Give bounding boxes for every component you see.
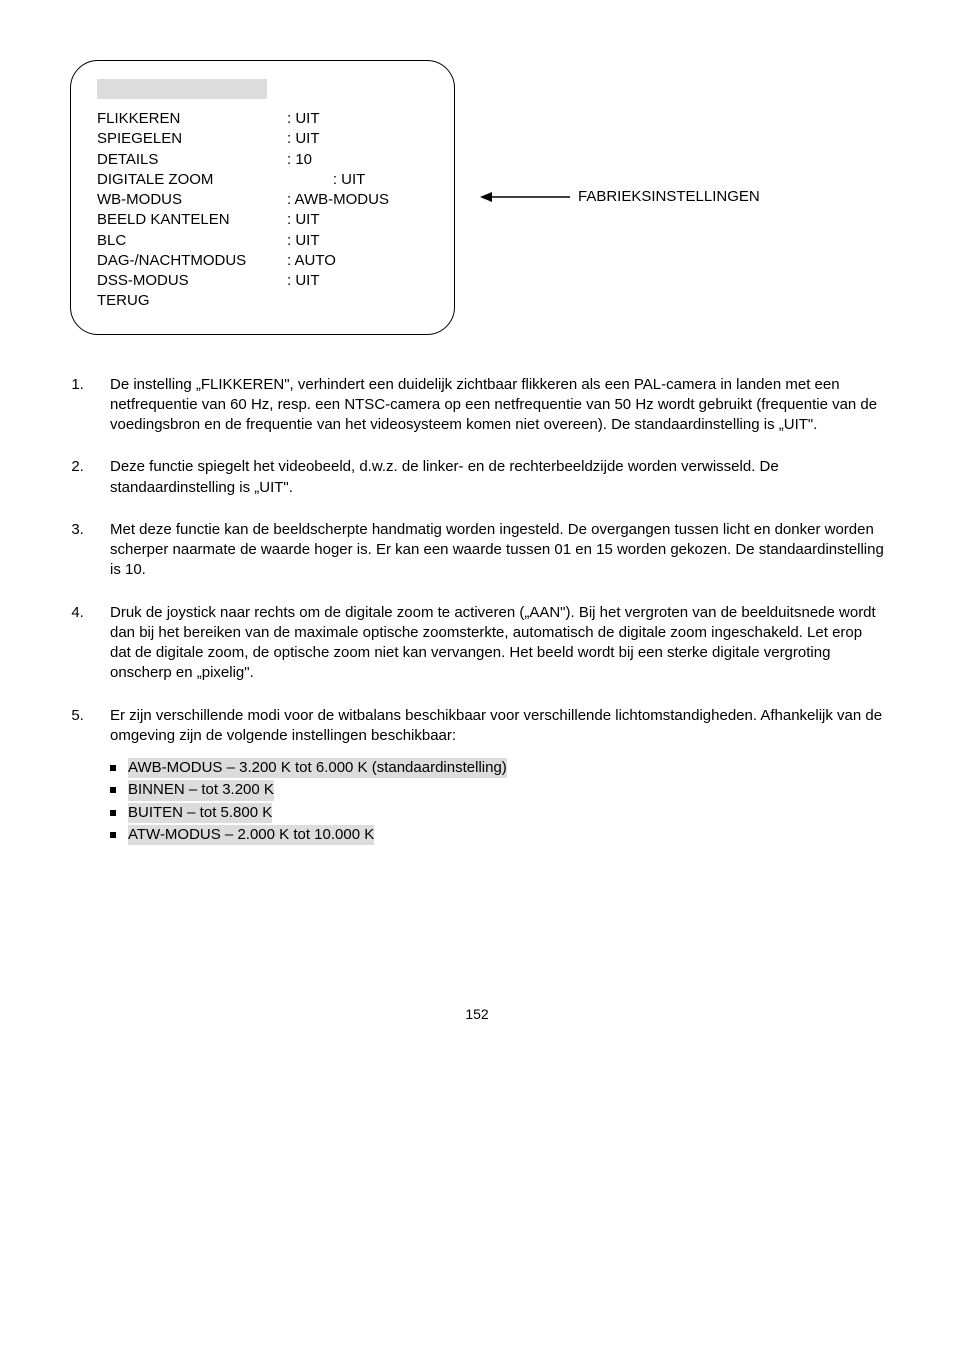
sublist-text: AWB-MODUS – 3.200 K tot 6.000 K (standaa… bbox=[128, 758, 507, 778]
menu-line-label: DIGITALE ZOOM bbox=[97, 170, 287, 190]
menu-line-value: : UIT bbox=[287, 231, 320, 251]
section-body: Deze functie spiegelt het videobeeld, d.… bbox=[88, 457, 884, 498]
menu-line: BEELD KANTELEN: UIT bbox=[97, 210, 428, 230]
page-number: 152 bbox=[70, 1005, 884, 1024]
section-item: Deze functie spiegelt het videobeeld, d.… bbox=[88, 457, 884, 498]
menu-box: FLIKKEREN: UITSPIEGELEN: UITDETAILS: 10D… bbox=[70, 60, 455, 335]
diagram-row: FLIKKEREN: UITSPIEGELEN: UITDETAILS: 10D… bbox=[70, 60, 884, 335]
arrow-icon bbox=[480, 190, 570, 204]
menu-line-label: DAG-/NACHTMODUS bbox=[97, 251, 287, 271]
section-item: Druk de joystick naar rechts om de digit… bbox=[88, 603, 884, 684]
menu-lines: FLIKKEREN: UITSPIEGELEN: UITDETAILS: 10D… bbox=[97, 109, 428, 312]
section-body: Met deze functie kan de beeldscherpte ha… bbox=[88, 520, 884, 581]
menu-line-label: BEELD KANTELEN bbox=[97, 210, 287, 230]
menu-line: TERUG bbox=[97, 291, 428, 311]
menu-line-label: BLC bbox=[97, 231, 287, 251]
menu-line-label: WB-MODUS bbox=[97, 190, 287, 210]
menu-line-value: : UIT bbox=[287, 170, 365, 190]
section-body: Druk de joystick naar rechts om de digit… bbox=[88, 603, 884, 684]
menu-line: DETAILS: 10 bbox=[97, 150, 428, 170]
sublist-text: ATW-MODUS – 2.000 K tot 10.000 K bbox=[128, 825, 374, 845]
menu-line-value: : UIT bbox=[287, 109, 320, 129]
menu-line-label: TERUG bbox=[97, 291, 287, 311]
menu-title-highlight bbox=[97, 79, 267, 99]
section-item: De instelling „FLIKKEREN", verhindert ee… bbox=[88, 375, 884, 436]
section-sublist: AWB-MODUS – 3.200 K tot 6.000 K (standaa… bbox=[88, 758, 884, 845]
menu-line: DIGITALE ZOOM : UIT bbox=[97, 170, 428, 190]
menu-line-label: FLIKKEREN bbox=[97, 109, 287, 129]
sublist-text: BUITEN – tot 5.800 K bbox=[128, 803, 272, 823]
menu-line: DSS-MODUS: UIT bbox=[97, 271, 428, 291]
sublist-item: AWB-MODUS – 3.200 K tot 6.000 K (standaa… bbox=[110, 758, 884, 778]
diagram-label: FABRIEKSINSTELLINGEN bbox=[578, 187, 760, 207]
section-item: Er zijn verschillende modi voor de witba… bbox=[88, 706, 884, 846]
sections-list: De instelling „FLIKKEREN", verhindert ee… bbox=[70, 375, 884, 846]
sublist-item: BUITEN – tot 5.800 K bbox=[110, 803, 884, 823]
arrow-wrap: FABRIEKSINSTELLINGEN bbox=[480, 187, 760, 207]
menu-line-label: SPIEGELEN bbox=[97, 129, 287, 149]
menu-line-value: : UIT bbox=[287, 210, 320, 230]
section-item: Met deze functie kan de beeldscherpte ha… bbox=[88, 520, 884, 581]
menu-line: FLIKKEREN: UIT bbox=[97, 109, 428, 129]
menu-line: SPIEGELEN: UIT bbox=[97, 129, 428, 149]
menu-line-value: : UIT bbox=[287, 129, 320, 149]
menu-line: BLC: UIT bbox=[97, 231, 428, 251]
menu-line-value: : AUTO bbox=[287, 251, 336, 271]
bullet-square-icon bbox=[110, 832, 116, 838]
section-body: De instelling „FLIKKEREN", verhindert ee… bbox=[88, 375, 884, 436]
sublist-item: BINNEN – tot 3.200 K bbox=[110, 780, 884, 800]
menu-line: DAG-/NACHTMODUS: AUTO bbox=[97, 251, 428, 271]
menu-line-value: : AWB-MODUS bbox=[287, 190, 389, 210]
bullet-square-icon bbox=[110, 810, 116, 816]
bullet-square-icon bbox=[110, 787, 116, 793]
sublist-text: BINNEN – tot 3.200 K bbox=[128, 780, 274, 800]
menu-line-label: DSS-MODUS bbox=[97, 271, 287, 291]
menu-line-value: : UIT bbox=[287, 271, 320, 291]
bullet-square-icon bbox=[110, 765, 116, 771]
menu-line-label: DETAILS bbox=[97, 150, 287, 170]
menu-line: WB-MODUS: AWB-MODUS bbox=[97, 190, 428, 210]
section-body: Er zijn verschillende modi voor de witba… bbox=[88, 706, 884, 747]
sublist-item: ATW-MODUS – 2.000 K tot 10.000 K bbox=[110, 825, 884, 845]
menu-line-value: : 10 bbox=[287, 150, 312, 170]
